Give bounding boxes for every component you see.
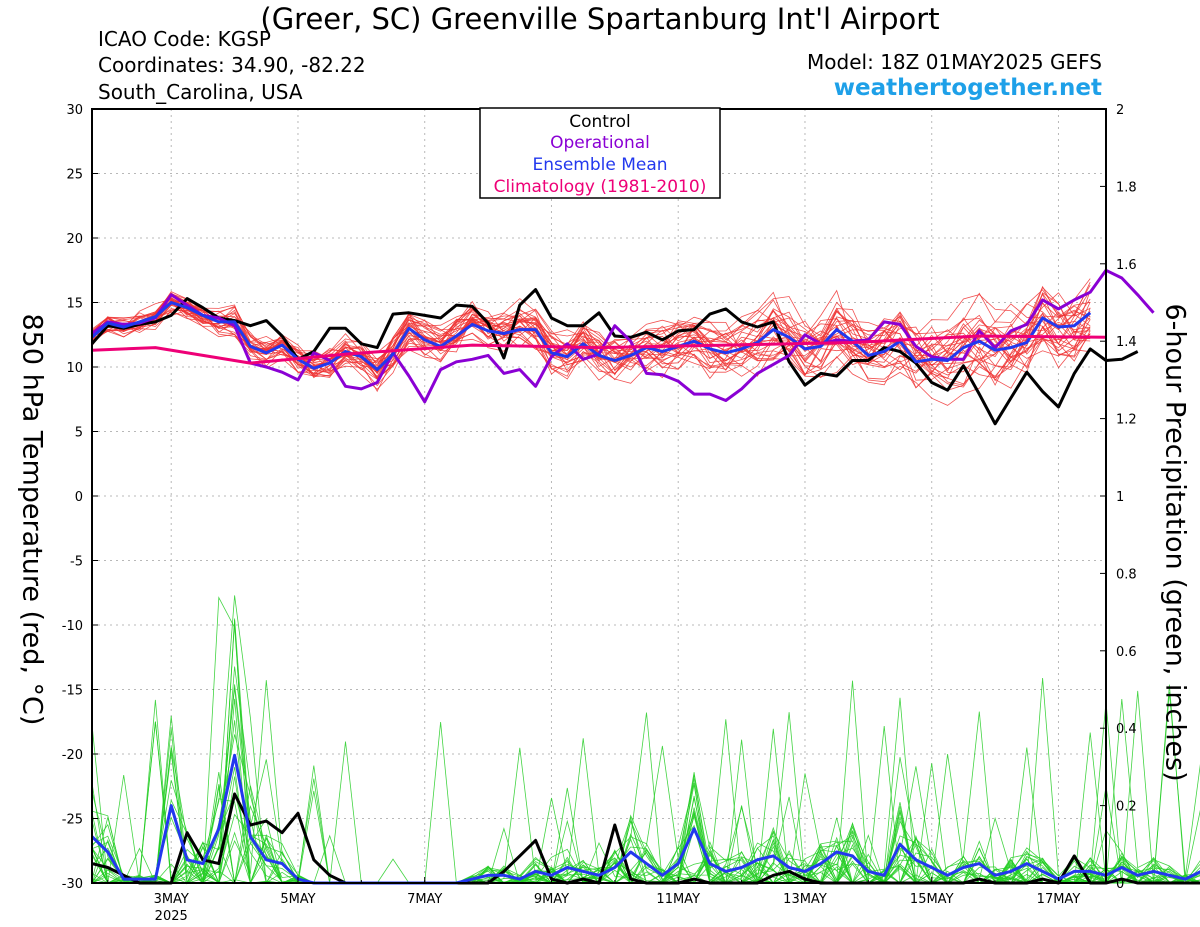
x-tick-label: 5MAY: [280, 892, 315, 907]
temp-member-line: [91, 281, 1091, 372]
icao-code: ICAO Code: KGSP: [98, 27, 271, 51]
chart-axes: 302520151050-5-10-15-20-25-3021.81.61.41…: [62, 103, 1137, 924]
temp-member-line: [91, 289, 1091, 369]
temp-member-line: [91, 298, 1091, 389]
precip-member-line: [92, 596, 1200, 885]
legend-box: [479, 107, 721, 199]
x-tick-label: 17MAY: [1037, 892, 1081, 907]
temp-member-line: [91, 297, 1091, 381]
x-tick-label: 7MAY: [407, 892, 442, 907]
y-tick-label-right: 1.8: [1116, 180, 1137, 195]
x-tick-label: 15MAY: [910, 892, 954, 907]
chart-series: [90, 268, 1200, 885]
y-tick-label-left: -20: [62, 748, 83, 763]
legend-operational: Operational: [550, 133, 650, 153]
y-tick-label-right: 0.6: [1116, 645, 1137, 660]
x-tick-sublabel: 2025: [155, 909, 188, 924]
y-tick-label-left: 30: [66, 103, 83, 118]
y-axis-label-left: 850 hPa Temperature (red, °C): [16, 313, 48, 726]
chart-title: (Greer, SC) Greenville Spartanburg Int'l…: [260, 2, 940, 36]
legend-control: Control: [569, 112, 630, 132]
y-tick-label-right: 2: [1116, 103, 1124, 118]
y-tick-label-right: 0.8: [1116, 567, 1137, 582]
station-location: South_Carolina, USA: [98, 80, 303, 104]
y-tick-label-left: 0: [75, 490, 83, 505]
y-tick-label-left: 25: [66, 168, 83, 183]
temp-member-line: [91, 292, 1091, 380]
legend-climatology: Climatology (1981-2010): [494, 177, 707, 197]
y-tick-label-left: -5: [70, 555, 83, 570]
y-tick-label-right: 0.2: [1116, 800, 1137, 815]
precip-ensemble-members: [91, 595, 1200, 885]
y-tick-label-left: 5: [75, 426, 83, 441]
y-tick-label-left: -10: [62, 619, 83, 634]
y-tick-label-left: 15: [66, 297, 83, 312]
legend-ensemble-mean: Ensemble Mean: [532, 155, 667, 175]
temp-climatology-1981-2010-line: [91, 334, 1107, 365]
y-tick-label-left: -30: [62, 877, 83, 892]
x-tick-label: 9MAY: [534, 892, 569, 907]
y-axis-label-right: 6-hour Precipitation (green, inches): [1159, 303, 1191, 782]
temp-ensemble-mean-line: [90, 301, 1092, 372]
y-tick-label-right: 1.6: [1116, 258, 1137, 273]
x-tick-label: 13MAY: [783, 892, 827, 907]
model-run: Model: 18Z 01MAY2025 GEFS: [807, 50, 1102, 74]
temp-member-line: [91, 298, 1091, 406]
y-tick-label-left: 20: [66, 232, 83, 247]
y-tick-label-right: 1.4: [1116, 335, 1137, 350]
y-tick-label-right: 1: [1116, 490, 1124, 505]
y-tick-label-right: 0.4: [1116, 722, 1137, 737]
temp-control-line: [90, 288, 1139, 426]
y-tick-label-left: -15: [62, 684, 83, 699]
station-coordinates: Coordinates: 34.90, -82.22: [98, 53, 366, 77]
y-tick-label-right: 1.2: [1116, 413, 1137, 428]
website-link[interactable]: weathertogether.net: [833, 75, 1102, 101]
x-tick-label: 11MAY: [656, 892, 700, 907]
y-tick-label-right: 0: [1116, 877, 1124, 892]
y-tick-label-left: 10: [66, 361, 83, 376]
chart-legend: Control Operational Ensemble Mean Climat…: [479, 107, 721, 199]
x-tick-label: 3MAY: [154, 892, 189, 907]
y-tick-label-left: -25: [62, 813, 83, 828]
temp-member-line: [91, 290, 1091, 377]
